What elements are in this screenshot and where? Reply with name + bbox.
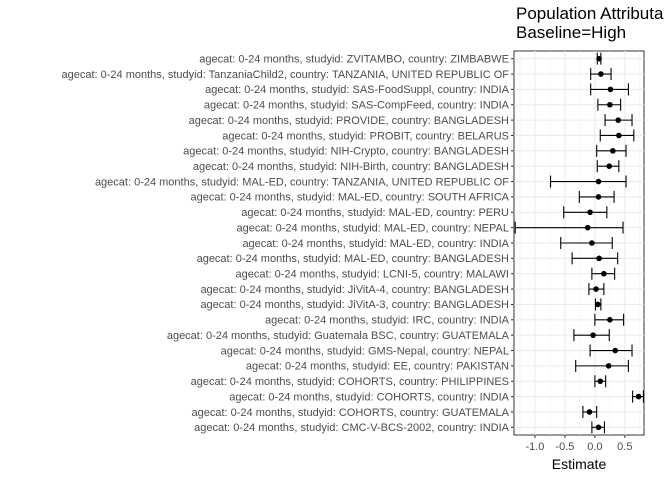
- y-tick-label: agecat: 0-24 months, studyid: MAL-ED, co…: [237, 222, 509, 234]
- chart-subtitle: Baseline=High: [516, 23, 627, 42]
- x-axis-title: Estimate: [552, 456, 607, 472]
- estimate-point: [587, 209, 593, 216]
- row-estimate: [563, 206, 608, 219]
- y-tick-label: agecat: 0-24 months, studyid: MAL-ED, co…: [197, 253, 509, 265]
- estimate-point: [612, 347, 619, 354]
- estimate-point: [607, 86, 614, 93]
- x-tick-label: -0.5: [555, 441, 574, 453]
- row-estimate: [573, 329, 610, 342]
- row-estimate: [590, 83, 629, 96]
- estimate-point: [607, 101, 613, 108]
- row-estimate: [591, 421, 606, 434]
- y-tick-label: agecat: 0-24 months, studyid: COHORTS, c…: [229, 391, 509, 403]
- estimate-point: [610, 148, 616, 154]
- row-estimate: [596, 52, 602, 65]
- estimate-point: [635, 393, 642, 400]
- estimate-point: [589, 240, 595, 246]
- estimate-point: [593, 286, 599, 292]
- row-estimate: [604, 114, 633, 127]
- row-estimate: [594, 313, 625, 326]
- estimate-point: [607, 317, 613, 323]
- row-estimate: [578, 190, 615, 203]
- row-estimate: [588, 283, 605, 296]
- row-estimate: [560, 237, 613, 249]
- y-axis-labels: agecat: 0-24 months, studyid: ZVITAMBO, …: [61, 53, 514, 434]
- y-tick-label: agecat: 0-24 months, studyid: PROBIT, co…: [222, 130, 509, 142]
- estimate-point: [595, 424, 602, 431]
- row-estimate: [590, 68, 612, 81]
- row-estimate: [571, 252, 619, 265]
- y-tick-label: agecat: 0-24 months, studyid: EE, countr…: [246, 361, 509, 373]
- chart-title: Population Attributa Baseline=High: [516, 4, 663, 42]
- y-tick-label: agecat: 0-24 months, studyid: NIH-Birth,…: [193, 161, 509, 173]
- estimate-point: [601, 270, 607, 277]
- y-tick-label: agecat: 0-24 months, studyid: MAL-ED, co…: [190, 192, 509, 204]
- x-tick-label: 0.0: [587, 441, 602, 453]
- y-tick-label: agecat: 0-24 months, studyid: GMS-Nepal,…: [221, 345, 509, 357]
- estimate-point: [596, 55, 602, 62]
- row-estimate: [582, 405, 598, 418]
- y-tick-label: agecat: 0-24 months, studyid: SAS-CompFe…: [204, 100, 510, 112]
- x-tick-label: -1.0: [525, 441, 544, 453]
- estimate-point: [596, 255, 602, 262]
- row-estimate: [599, 129, 635, 142]
- chart-title-line1: Population Attributa: [516, 4, 664, 23]
- row-estimate: [589, 344, 633, 357]
- y-tick-label: agecat: 0-24 months, studyid: MAL-ED, co…: [242, 238, 509, 250]
- estimate-point: [606, 163, 613, 169]
- estimate-point: [598, 71, 604, 77]
- row-estimate: [597, 98, 622, 111]
- y-tick-label: agecat: 0-24 months, studyid: LCNI-5, co…: [236, 269, 510, 281]
- row-estimate: [632, 390, 644, 403]
- y-tick-label: agecat: 0-24 months, studyid: PROVIDE, c…: [189, 115, 509, 127]
- y-tick-label: agecat: 0-24 months, studyid: ZVITAMBO, …: [199, 53, 509, 65]
- row-estimate: [575, 359, 629, 372]
- y-tick-label: agecat: 0-24 months, studyid: Guatemala …: [167, 330, 510, 342]
- estimate-point: [584, 224, 591, 231]
- y-tick-label: agecat: 0-24 months, studyid: MAL-ED, co…: [241, 207, 509, 219]
- estimate-point: [595, 178, 602, 185]
- y-tick-label: agecat: 0-24 months, studyid: JiVitA-3, …: [200, 299, 509, 311]
- row-estimate: [596, 144, 627, 157]
- row-estimate: [514, 221, 624, 234]
- y-tick-label: agecat: 0-24 months, studyid: SAS-FoodSu…: [205, 84, 510, 96]
- y-tick-label: agecat: 0-24 months, studyid: TanzaniaCh…: [61, 69, 509, 81]
- row-estimate: [594, 298, 602, 311]
- y-tick-label: agecat: 0-24 months, studyid: COHORTS, c…: [191, 376, 509, 388]
- row-estimate: [549, 175, 627, 188]
- estimate-point: [586, 409, 593, 415]
- estimate-point: [615, 117, 622, 123]
- row-estimate: [591, 267, 616, 280]
- y-tick-label: agecat: 0-24 months, studyid: JiVitA-4, …: [200, 284, 509, 296]
- y-tick-label: agecat: 0-24 months, studyid: COHORTS, c…: [192, 407, 510, 419]
- error-bars: [514, 52, 644, 434]
- y-tick-label: agecat: 0-24 months, studyid: NIH-Crypto…: [183, 146, 509, 158]
- estimate-point: [595, 194, 602, 200]
- x-axis: -1.0 -0.5 0.0 0.5: [525, 435, 632, 453]
- row-estimate: [594, 375, 607, 388]
- y-tick-label: agecat: 0-24 months, studyid: MAL-ED, co…: [95, 176, 509, 188]
- y-tick-label: agecat: 0-24 months, studyid: IRC, count…: [265, 315, 510, 327]
- row-estimate: [596, 160, 620, 173]
- estimate-point: [590, 332, 596, 338]
- estimate-point: [616, 132, 622, 139]
- estimate-point: [595, 301, 601, 308]
- estimate-point: [605, 363, 612, 369]
- y-tick-label: agecat: 0-24 months, studyid: CMC-V-BCS-…: [194, 422, 510, 434]
- estimate-point: [597, 378, 604, 385]
- x-tick-label: 0.5: [617, 441, 632, 453]
